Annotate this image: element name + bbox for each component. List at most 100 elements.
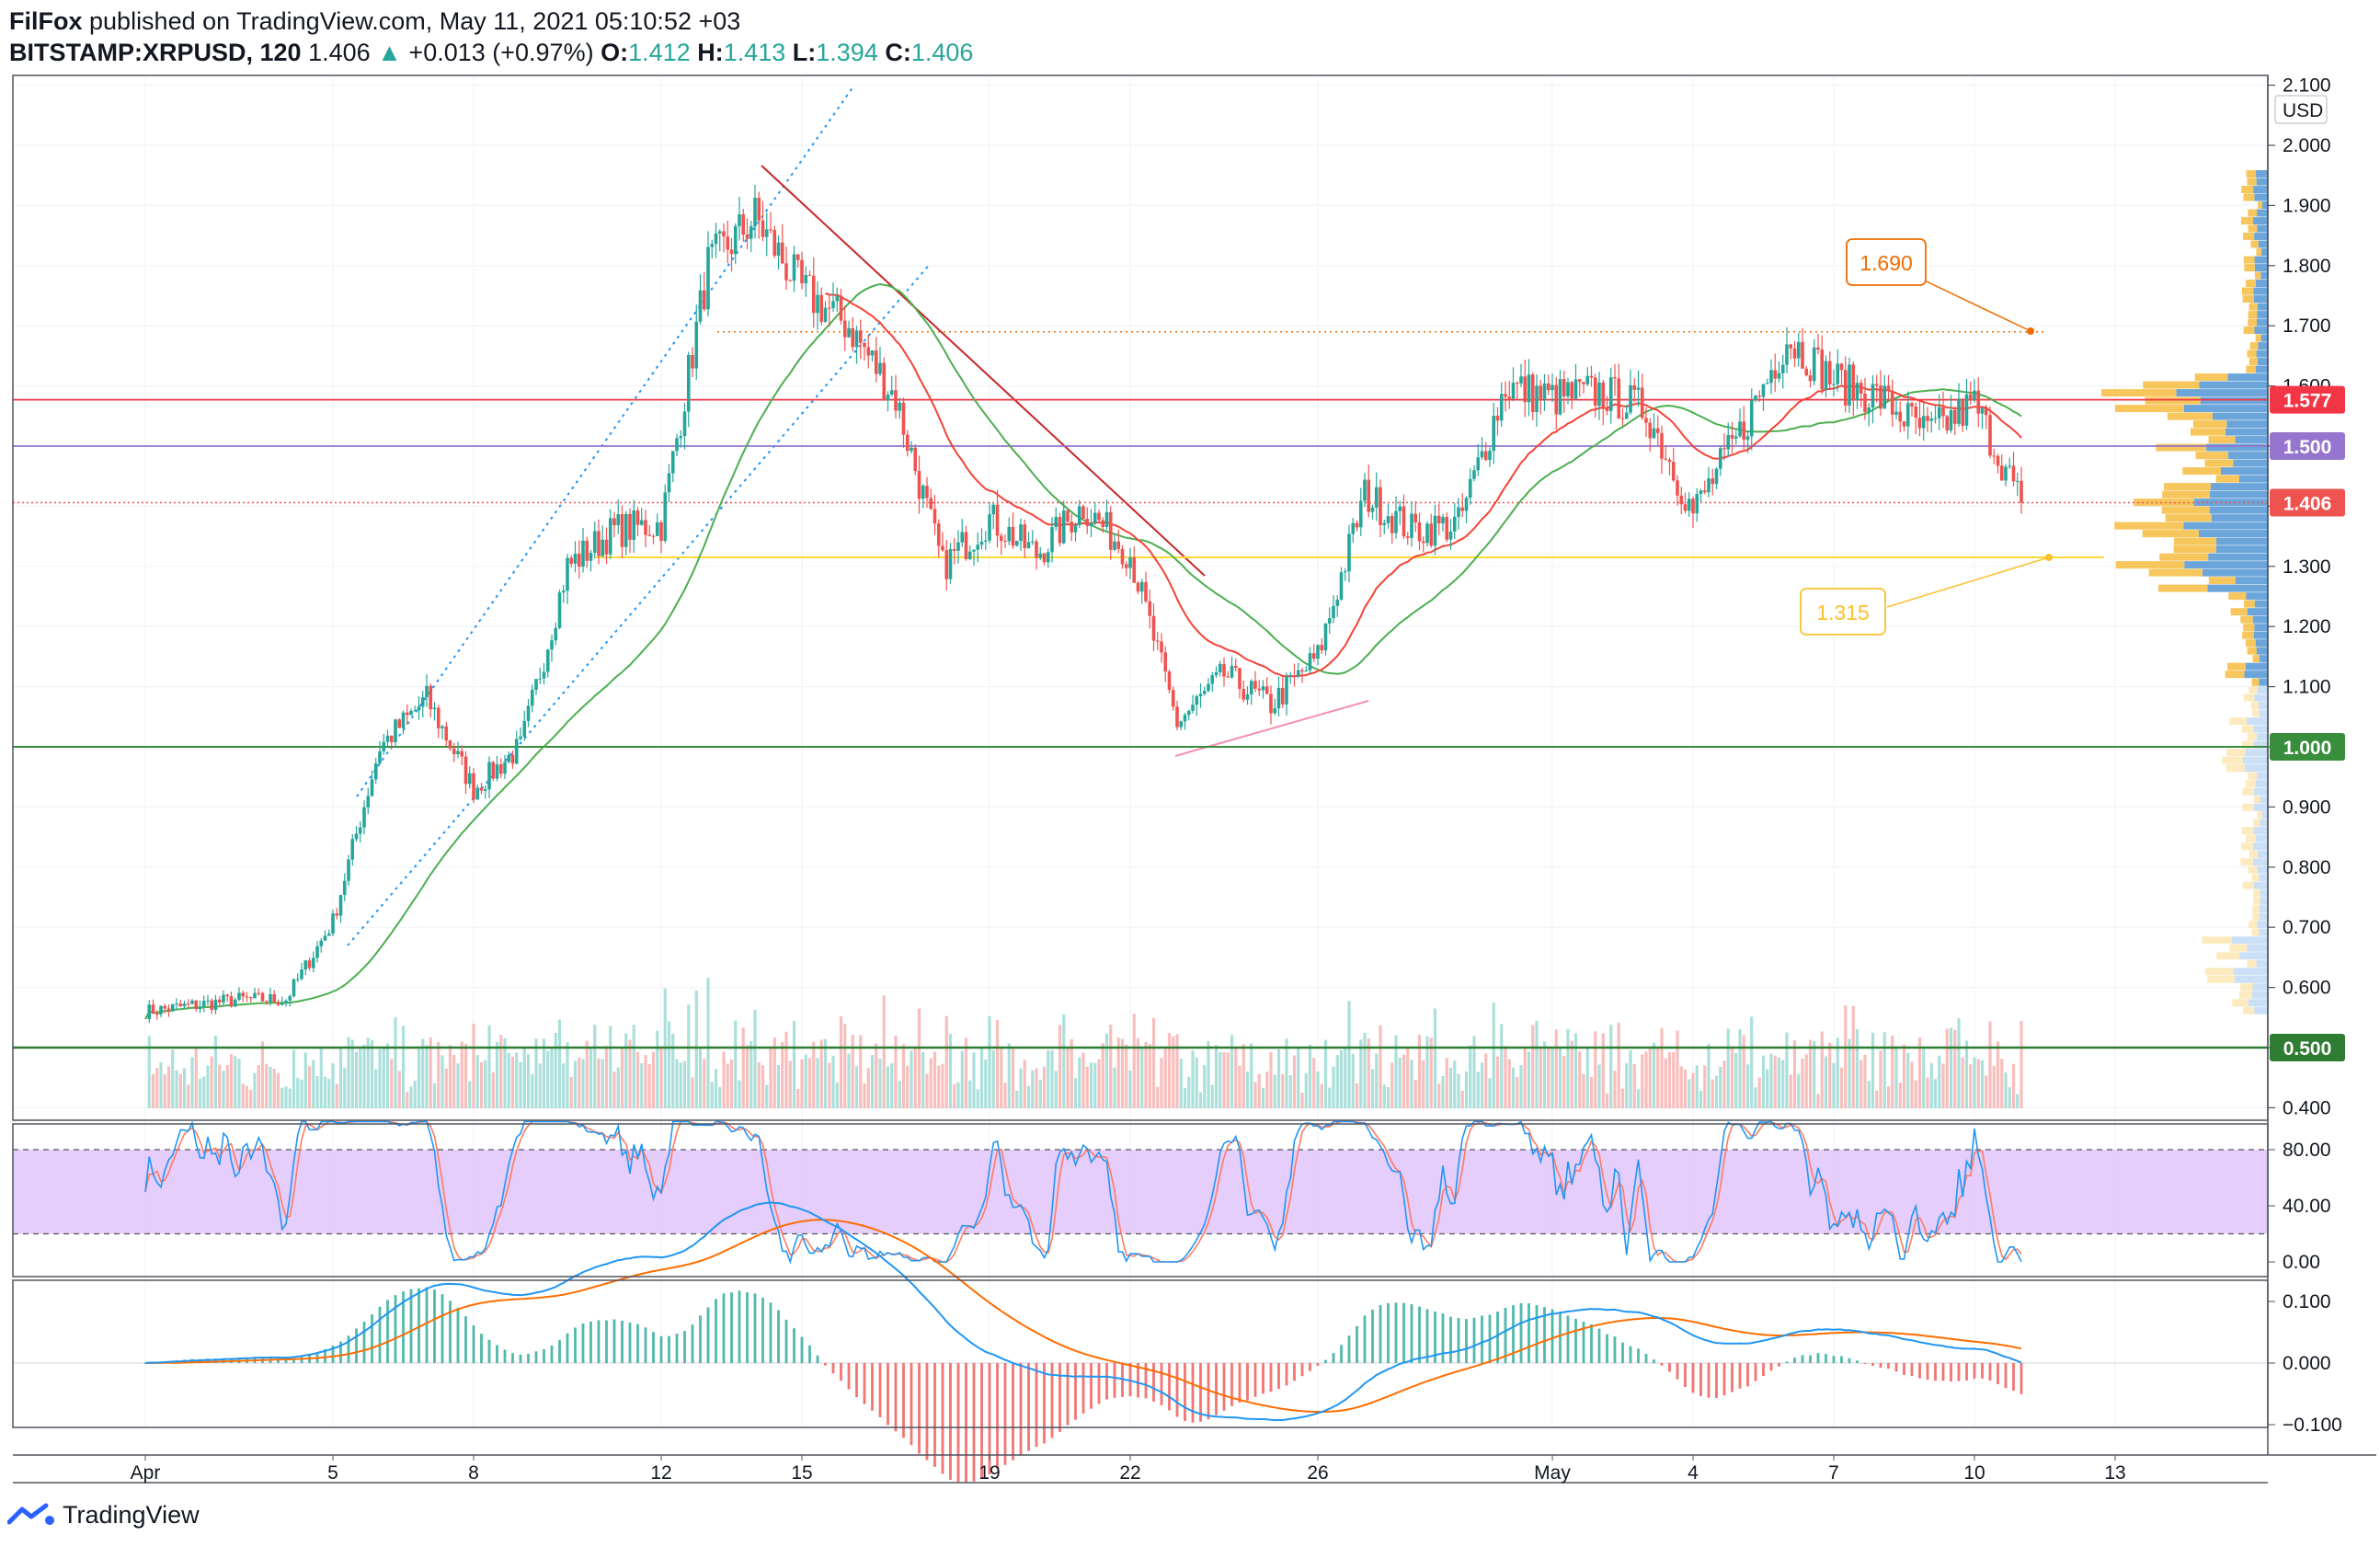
- candle-body: [1804, 368, 1809, 376]
- profile-bar-down: [2252, 905, 2260, 913]
- price-change: +0.013 (+0.97%): [408, 39, 594, 66]
- profile-bar-up: [2257, 772, 2268, 780]
- candle-body: [1058, 517, 1062, 544]
- candle-body: [804, 275, 808, 284]
- candle-body: [1136, 582, 1140, 592]
- volume-bar: [612, 1071, 616, 1108]
- candle-body: [206, 1000, 210, 1002]
- candle-body: [1327, 618, 1332, 624]
- volume-bar: [1019, 1068, 1023, 1108]
- macd-histogram-bar: [1519, 1302, 1523, 1363]
- profile-bar-up: [2254, 193, 2268, 201]
- tradingview-logo-icon: [7, 1503, 54, 1525]
- volume-bar: [624, 1033, 628, 1108]
- candle-body: [964, 532, 968, 559]
- candle-body: [1667, 459, 1672, 463]
- time-axis[interactable]: Apr 5 8 12 15 19 22 26 May 4 7 10 13: [131, 1455, 2126, 1484]
- macd-histogram-bar: [1074, 1363, 1077, 1420]
- profile-bar-down: [2248, 921, 2258, 929]
- macd-histogram-bar: [1215, 1363, 1218, 1415]
- volume-bar: [503, 1037, 507, 1108]
- channel-lower-line: [347, 262, 932, 946]
- volume-bar: [491, 1071, 495, 1108]
- volume-bar: [182, 1068, 187, 1108]
- volume-bar: [984, 1059, 988, 1108]
- profile-bar-up: [2247, 944, 2268, 952]
- volume-bar: [1703, 1065, 1707, 1108]
- volume-bar: [757, 1061, 761, 1108]
- volume-bar: [269, 1066, 272, 1108]
- volume-bar: [1816, 1094, 1820, 1108]
- volume-bar: [1476, 1071, 1480, 1108]
- volume-bar: [964, 1037, 968, 1108]
- candle-body: [373, 762, 378, 780]
- candle-body: [1863, 393, 1867, 412]
- volume-bar: [1156, 1086, 1160, 1108]
- macd-histogram-bar: [1418, 1306, 1421, 1363]
- volume-bar: [816, 1058, 819, 1108]
- volume-bar: [265, 1063, 269, 1108]
- profile-bar-up: [2234, 975, 2268, 983]
- volume-bar: [566, 1042, 569, 1108]
- profile-bar-down: [2250, 702, 2259, 710]
- volume-bar: [1210, 1084, 1214, 1108]
- volume-bar: [225, 1065, 229, 1108]
- candle-body: [1730, 434, 1734, 439]
- profile-bar-down: [2192, 420, 2227, 429]
- volume-bar: [1441, 1075, 1445, 1108]
- volume-bar: [1973, 1057, 1976, 1108]
- volume-bar: [573, 1060, 578, 1108]
- profile-bar-up: [2253, 881, 2268, 889]
- volume-bar: [1804, 1054, 1808, 1108]
- candle-body: [1629, 384, 1632, 413]
- macd-histogram-bar: [362, 1322, 366, 1363]
- volume-bar: [507, 1052, 510, 1108]
- profile-bar-down: [2156, 443, 2207, 452]
- candle-body: [550, 640, 554, 650]
- macd-histogram-bar: [1644, 1354, 1648, 1363]
- footer-brand[interactable]: TradingView: [7, 1499, 200, 1530]
- symbol-name[interactable]: BITSTAMP:XRPUSD, 120: [9, 39, 302, 66]
- volume-bar: [1855, 1029, 1859, 1108]
- volume-bar: [1183, 1087, 1187, 1108]
- candle-body: [1976, 390, 1981, 414]
- candle-body: [385, 735, 390, 742]
- profile-bar-down: [2242, 881, 2254, 889]
- volume-bar: [675, 1059, 679, 1108]
- candle-body: [655, 521, 659, 536]
- candle-body: [159, 1005, 163, 1014]
- profile-bar-down: [2243, 193, 2255, 201]
- candle-body: [1081, 506, 1085, 519]
- candle-body: [1394, 510, 1398, 533]
- volume-bar: [479, 1061, 484, 1108]
- volume-bar: [1109, 1025, 1113, 1108]
- macd-histogram-bar: [1606, 1334, 1608, 1363]
- profile-bar-down: [2216, 952, 2240, 960]
- candle-body: [566, 557, 569, 591]
- symbol-line: BITSTAMP:XRPUSD, 120 1.406 ▲ +0.013 (+0.…: [9, 39, 973, 67]
- annotation-1315-connector: [1886, 556, 2050, 608]
- volume-bar: [1667, 1051, 1672, 1108]
- price-badge-label: 1.500: [2283, 437, 2332, 458]
- macd-histogram-bar: [855, 1363, 858, 1398]
- volume-bar: [1250, 1043, 1253, 1108]
- profile-bar-down: [2243, 624, 2255, 632]
- volume-bar: [589, 1047, 593, 1108]
- volume-bar: [765, 1084, 769, 1108]
- volume-bar: [1448, 1067, 1453, 1108]
- profile-bar-down: [2229, 944, 2248, 952]
- macd-tick-label: 0.000: [2283, 1353, 2331, 1374]
- price-tick-label: 0.400: [2283, 1097, 2331, 1118]
- candle-body: [280, 1003, 284, 1005]
- candle-body: [710, 244, 715, 247]
- candle-body: [1754, 395, 1757, 401]
- candle-body: [741, 214, 746, 235]
- macd-tick-label: 0.100: [2283, 1291, 2331, 1312]
- author-name[interactable]: FilFox: [9, 7, 83, 35]
- candle-body: [691, 354, 694, 369]
- candle-body: [624, 513, 628, 547]
- profile-bar-down: [2134, 498, 2194, 507]
- macd-histogram-bar: [1285, 1363, 1288, 1386]
- candle-body: [1457, 507, 1460, 517]
